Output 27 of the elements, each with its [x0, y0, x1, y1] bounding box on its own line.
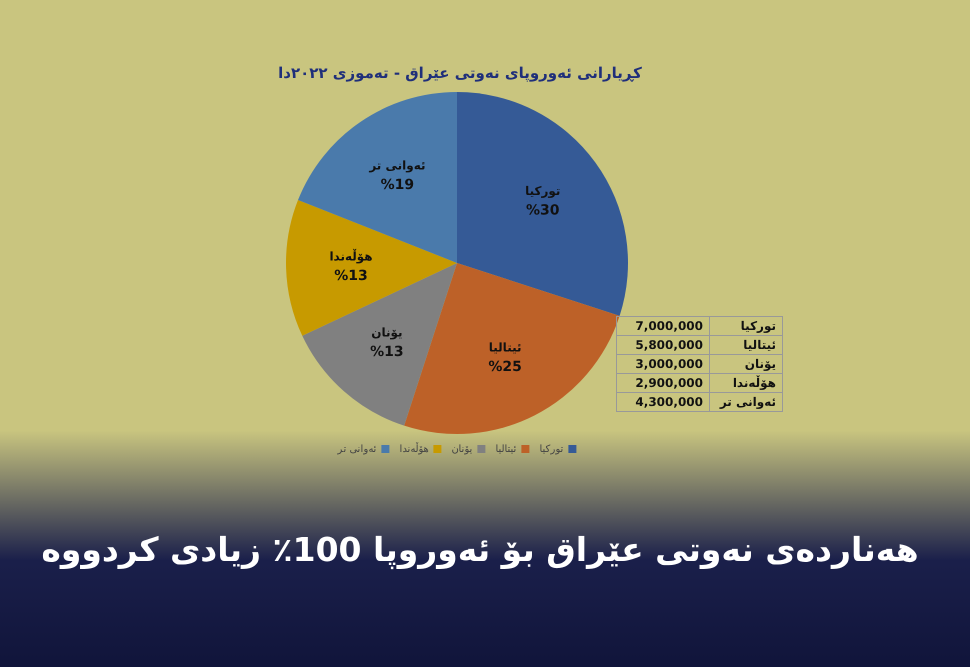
- data-label: %25: [488, 359, 522, 376]
- data-label: %19: [380, 176, 414, 193]
- slice-label: هۆڵەندا: [329, 248, 373, 264]
- slice-label: یۆنان: [371, 326, 403, 340]
- text: 4,300,000: [616, 392, 710, 412]
- legend-label: ئیتالیا: [495, 444, 516, 455]
- slice-label: ئیتالیا: [488, 340, 522, 355]
- text: 3,000,000: [616, 354, 710, 374]
- slice-label: تورکیا: [525, 184, 560, 198]
- category-label: یۆنان: [744, 357, 776, 371]
- text: هەناردەی نەوتی عێراق بۆ ئەوروپا 100٪ زیادی کردووە: [40, 530, 920, 569]
- text: 5,800,000: [616, 336, 710, 354]
- chart-title: کڕیارانی ئەوروپای نەوتی عێراق - تەموزی ٢٠٢٢دا: [277, 64, 643, 82]
- text: 2,900,000: [616, 374, 710, 392]
- data-label: %13: [370, 344, 404, 360]
- legend-label: تورکیا: [539, 444, 564, 455]
- category-label: هۆڵەندا: [732, 376, 776, 390]
- legend-label: ئەوانی تر: [336, 444, 376, 455]
- slice-label: ئیتالیا: [710, 336, 782, 354]
- legend-label: هۆڵەندا: [399, 442, 428, 455]
- data-label: %13: [334, 268, 368, 284]
- text: 7,000,000: [616, 316, 710, 336]
- data-label: %30: [526, 202, 560, 218]
- slice-label: تورکیا: [710, 316, 782, 336]
- slice-label: ئەوانی تر: [368, 158, 426, 172]
- legend-label: یۆنان: [451, 444, 472, 455]
- category-label: ئەوانی تر: [720, 395, 776, 409]
